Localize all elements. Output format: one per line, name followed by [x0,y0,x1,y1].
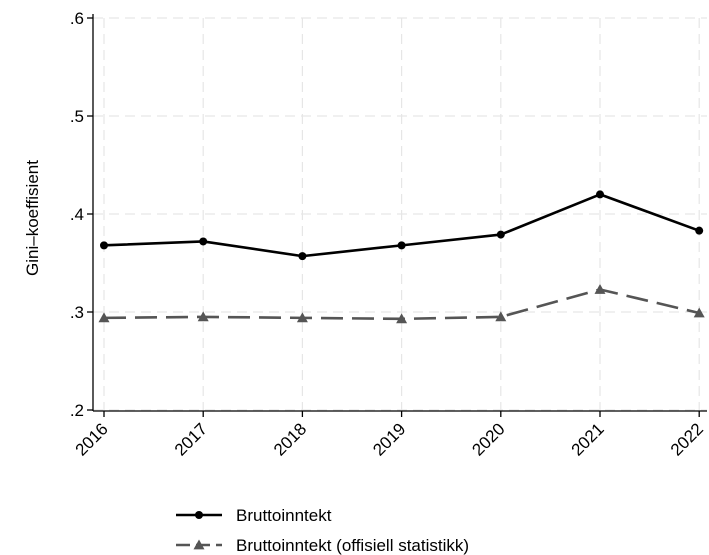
series-bruttoinntekt-offisiell [98,283,705,324]
data-point [296,312,308,323]
data-point [98,312,110,323]
series-bruttoinntekt [100,190,704,261]
y-tick-label: .2 [70,401,84,420]
gridlines [93,17,707,411]
y-tick-label: .6 [70,9,84,28]
legend-label: Bruttoinntekt [236,506,332,525]
y-tick-label: .3 [70,303,84,322]
y-axis-label: Gini–koeffisient [23,160,42,276]
data-point [693,307,705,318]
series [98,190,705,324]
data-point [695,226,704,235]
data-point [100,241,108,250]
data-point [396,313,408,324]
y-tick-label: .4 [70,205,84,224]
y-tick-label: .5 [70,107,84,126]
data-point [496,230,505,239]
data-point [199,237,208,246]
legend-marker [195,511,203,519]
data-point [594,283,606,294]
legend-item: Bruttoinntekt [176,506,332,525]
data-point [397,241,406,250]
data-point [197,311,209,322]
legend: Bruttoinntekt Bruttoinntekt (offisiell st… [176,506,469,555]
legend-item: Bruttoinntekt (offisiell statistikk) [176,536,469,555]
legend-marker [193,539,205,550]
data-point [596,190,604,199]
legend-label: Bruttoinntekt (offisiell statistikk) [236,536,469,555]
data-point [495,311,507,322]
data-point [298,252,307,261]
